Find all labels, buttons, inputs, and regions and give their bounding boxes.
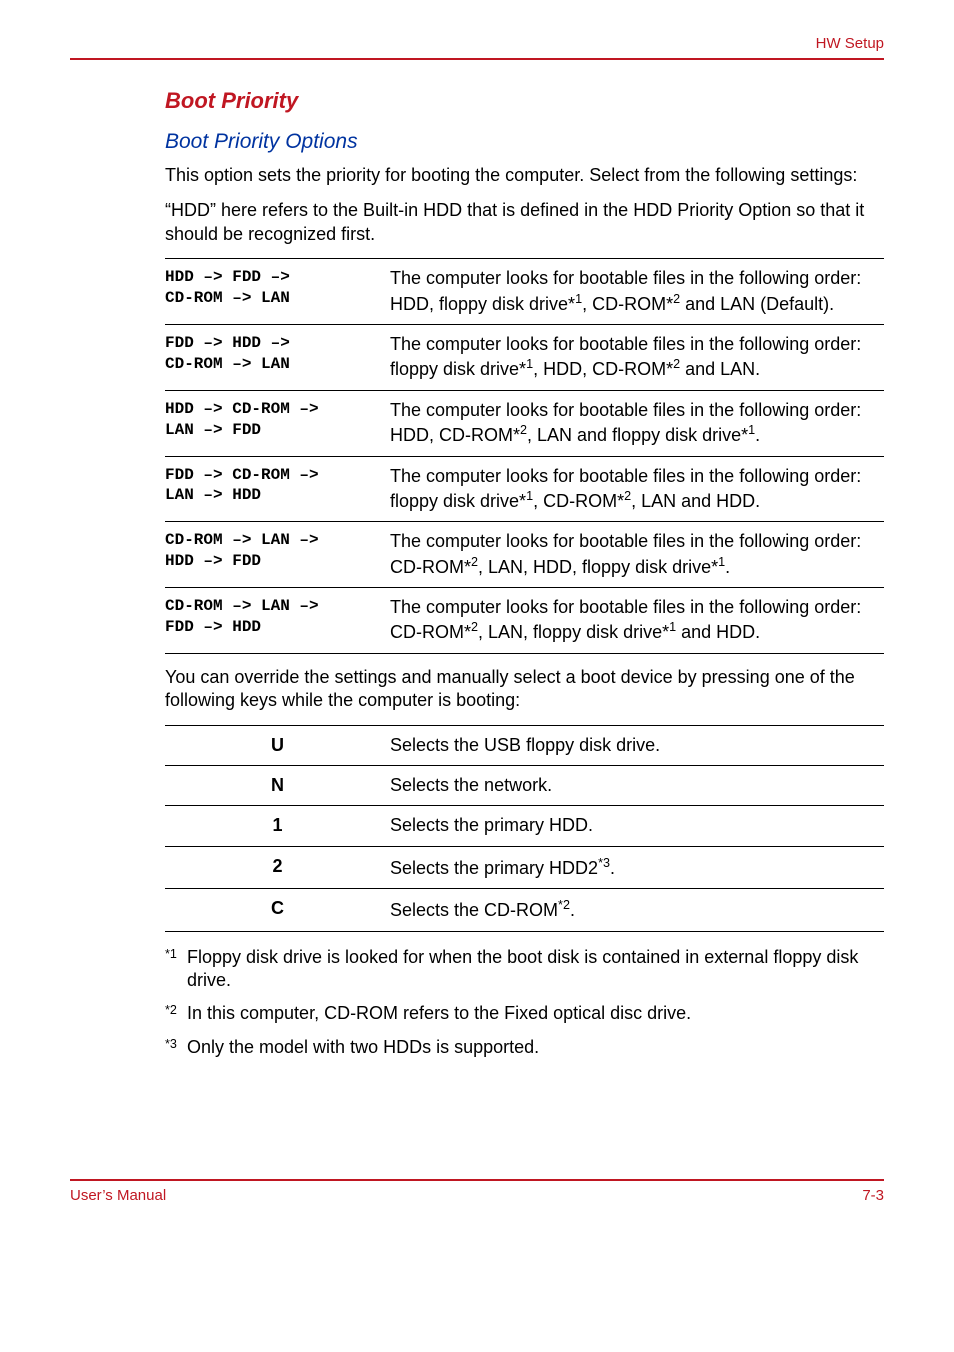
footnote-ref: *3 — [598, 856, 610, 870]
footnote-mark: *3 — [165, 1036, 177, 1052]
key-desc-cell: Selects the CD-ROM*2. — [390, 889, 884, 931]
key-desc-cell: Selects the primary HDD2*3. — [390, 846, 884, 888]
boot-order-cell: CD-ROM –> LAN –> FDD –> HDD — [165, 588, 390, 654]
footer-left: User’s Manual — [70, 1187, 166, 1204]
key-cell: 1 — [165, 806, 390, 846]
footnote-ref: *2 — [558, 898, 570, 912]
heading-boot-priority-options: Boot Priority Options — [165, 130, 884, 154]
table-row: FDD –> CD-ROM –> LAN –> HDDThe computer … — [165, 456, 884, 522]
footnote-ref: 1 — [526, 357, 533, 371]
boot-order-cell: HDD –> CD-ROM –> LAN –> FDD — [165, 390, 390, 456]
footnote-mark: *1 — [165, 946, 177, 962]
footnote: *1 Floppy disk drive is looked for when … — [165, 946, 884, 993]
key-desc-cell: Selects the network. — [390, 766, 884, 806]
footnote: *3 Only the model with two HDDs is suppo… — [165, 1036, 884, 1059]
footnote-ref: 2 — [673, 292, 680, 306]
table-row: 1Selects the primary HDD. — [165, 806, 884, 846]
table-row: HDD –> CD-ROM –> LAN –> FDDThe computer … — [165, 390, 884, 456]
boot-desc-cell: The computer looks for bootable files in… — [390, 522, 884, 588]
boot-desc-cell: The computer looks for bootable files in… — [390, 588, 884, 654]
heading-boot-priority: Boot Priority — [165, 88, 884, 114]
boot-desc-cell: The computer looks for bootable files in… — [390, 456, 884, 522]
override-para: You can override the settings and manual… — [165, 666, 884, 713]
footnote-mark: *2 — [165, 1002, 177, 1018]
footnote-ref: 2 — [471, 620, 478, 634]
table-row: 2Selects the primary HDD2*3. — [165, 846, 884, 888]
footnote: *2 In this computer, CD-ROM refers to th… — [165, 1002, 884, 1025]
table-row: CD-ROM –> LAN –> FDD –> HDDThe computer … — [165, 588, 884, 654]
intro-para-1: This option sets the priority for bootin… — [165, 164, 884, 187]
footnote-ref: 2 — [624, 489, 631, 503]
footnote-text: Floppy disk drive is looked for when the… — [187, 947, 858, 990]
table-row: FDD –> HDD –> CD-ROM –> LANThe computer … — [165, 324, 884, 390]
key-desc-cell: Selects the primary HDD. — [390, 806, 884, 846]
key-cell: U — [165, 725, 390, 765]
key-override-table: USelects the USB floppy disk drive.NSele… — [165, 725, 884, 932]
header-rule — [70, 58, 884, 60]
footnote-ref: 2 — [520, 423, 527, 437]
footnote-ref: 1 — [718, 555, 725, 569]
header-right: HW Setup — [70, 35, 884, 58]
footnote-ref: 1 — [575, 292, 582, 306]
footnote-ref: 1 — [526, 489, 533, 503]
page: HW Setup Boot Priority Boot Priority Opt… — [0, 0, 954, 1254]
table-row: NSelects the network. — [165, 766, 884, 806]
key-desc-cell: Selects the USB floppy disk drive. — [390, 725, 884, 765]
footnote-text: Only the model with two HDDs is supporte… — [187, 1037, 539, 1057]
footnote-ref: 2 — [673, 357, 680, 371]
table-row: CSelects the CD-ROM*2. — [165, 889, 884, 931]
footnote-text: In this computer, CD-ROM refers to the F… — [187, 1003, 691, 1023]
boot-desc-cell: The computer looks for bootable files in… — [390, 390, 884, 456]
boot-order-cell: FDD –> CD-ROM –> LAN –> HDD — [165, 456, 390, 522]
boot-priority-table: HDD –> FDD –> CD-ROM –> LANThe computer … — [165, 258, 884, 654]
footnote-ref: 1 — [669, 620, 676, 634]
table-row: HDD –> FDD –> CD-ROM –> LANThe computer … — [165, 259, 884, 325]
intro-para-2: “HDD” here refers to the Built-in HDD th… — [165, 199, 884, 246]
key-cell: N — [165, 766, 390, 806]
table-row: USelects the USB floppy disk drive. — [165, 725, 884, 765]
boot-desc-cell: The computer looks for bootable files in… — [390, 324, 884, 390]
boot-desc-cell: The computer looks for bootable files in… — [390, 259, 884, 325]
boot-order-cell: CD-ROM –> LAN –> HDD –> FDD — [165, 522, 390, 588]
footnotes: *1 Floppy disk drive is looked for when … — [165, 946, 884, 1060]
footer: User’s Manual 7-3 — [70, 1179, 884, 1204]
footnote-ref: 1 — [748, 423, 755, 437]
table-row: CD-ROM –> LAN –> HDD –> FDDThe computer … — [165, 522, 884, 588]
footer-right: 7-3 — [862, 1187, 884, 1204]
content-area: Boot Priority Boot Priority Options This… — [165, 88, 884, 1059]
footnote-ref: 2 — [471, 555, 478, 569]
boot-order-cell: FDD –> HDD –> CD-ROM –> LAN — [165, 324, 390, 390]
key-cell: 2 — [165, 846, 390, 888]
key-cell: C — [165, 889, 390, 931]
boot-order-cell: HDD –> FDD –> CD-ROM –> LAN — [165, 259, 390, 325]
